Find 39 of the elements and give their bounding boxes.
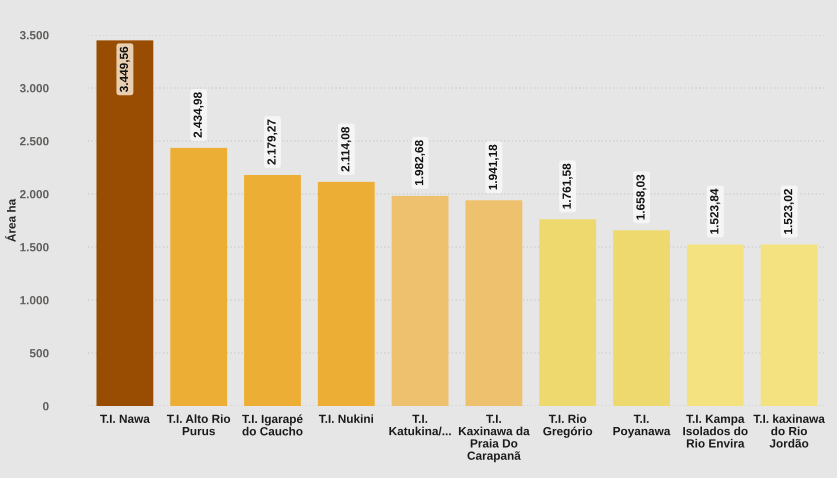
- x-tick-label: T.I. Alto Rio Purus: [166, 414, 230, 436]
- data-label: 2.114,08: [341, 126, 352, 172]
- data-label: 1.982,68: [414, 140, 425, 186]
- bar: [686, 244, 744, 406]
- y-tick-label: 2.500: [20, 137, 49, 146]
- x-tick-label: T.I. Kaxinawa da Praia Do Carapanã: [458, 414, 530, 462]
- x-tick-label: T.I. Kampa Isolados do Rio Envira: [683, 414, 748, 448]
- bar: [539, 219, 596, 406]
- bar: [318, 182, 375, 406]
- bar: [170, 148, 228, 406]
- y-tick-label: 2.000: [20, 190, 49, 198]
- data-label: 3.449,56: [120, 46, 130, 92]
- bar: [760, 244, 818, 406]
- x-tick-label: T.I. kaxinawa do Rio Jordão: [753, 414, 825, 448]
- y-axis-title: Área ha: [5, 198, 16, 242]
- data-label: 1.941,18: [488, 144, 499, 190]
- bar: [244, 174, 301, 406]
- data-label: 1.761,58: [562, 164, 573, 209]
- x-tick-label: T.I. Nukini: [318, 414, 374, 424]
- y-tick-label: 1.500: [20, 243, 49, 252]
- data-label: 2.434,98: [194, 92, 204, 138]
- x-tick-label: T.I. Nawa: [100, 414, 150, 424]
- data-label: 2.179,27: [267, 120, 278, 165]
- data-label: 1.523,84: [710, 188, 720, 234]
- x-tick-label: T.I. Rio Gregório: [543, 414, 592, 438]
- y-tick-label: 1.000: [20, 296, 49, 304]
- x-tick-label: T.I. Poyanawa: [613, 414, 670, 438]
- y-tick-label: 500: [30, 349, 49, 358]
- data-label: 1.658,03: [636, 174, 646, 220]
- x-tick-label: T.I. Katukina/...: [389, 414, 451, 436]
- data-label: 1.523,02: [784, 189, 794, 234]
- y-tick-label: 0: [43, 402, 49, 410]
- bar: [465, 200, 522, 406]
- bar: [96, 40, 154, 406]
- y-tick-label: 3.500: [20, 31, 49, 40]
- y-tick-label: 3.000: [20, 84, 49, 92]
- x-tick-label: T.I. Igarapé do Caucho: [242, 414, 303, 436]
- bar: [613, 230, 670, 406]
- bar: [392, 196, 449, 406]
